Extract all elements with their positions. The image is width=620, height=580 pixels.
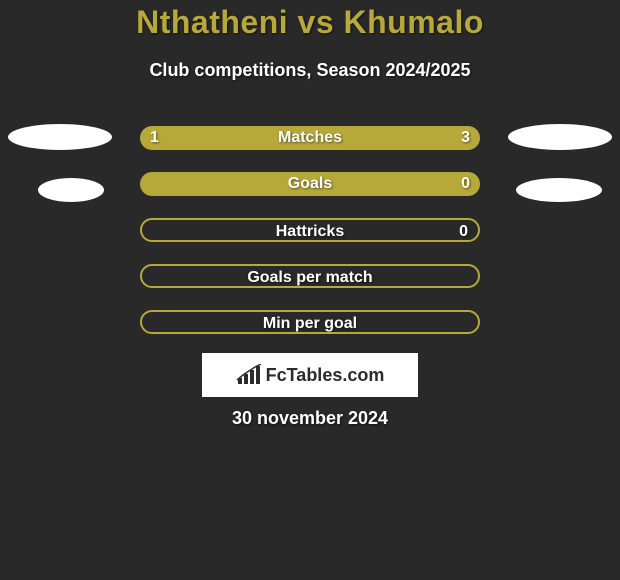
bar-label: Min per goal <box>142 312 478 334</box>
bar-label: Goals <box>140 172 480 196</box>
stat-bar-row: Goals per match <box>140 264 480 288</box>
stat-bar-row: Matches1 3 <box>140 126 480 150</box>
stat-bar-row: Min per goal <box>140 310 480 334</box>
bar-label: Hattricks <box>142 220 478 242</box>
bar-value-left: 1 <box>150 126 159 150</box>
comparison-chart: Nthatheni vs Khumalo Club competitions, … <box>0 0 620 580</box>
stat-bar-row: Hattricks0 <box>140 218 480 242</box>
bar-value-right: 0 <box>461 172 470 196</box>
page-title: Nthatheni vs Khumalo <box>0 4 620 41</box>
player-shadow-right <box>508 124 612 150</box>
page-subtitle: Club competitions, Season 2024/2025 <box>0 60 620 81</box>
bar-value-right: 0 <box>459 220 468 242</box>
date-label: 30 november 2024 <box>0 408 620 429</box>
bar-label: Goals per match <box>142 266 478 288</box>
bar-label: Matches <box>140 126 480 150</box>
bar-chart-icon <box>236 364 262 386</box>
player-shadow-left <box>38 178 104 202</box>
player-shadow-left <box>8 124 112 150</box>
source-logo-text: FcTables.com <box>266 365 385 386</box>
bar-value-right: 3 <box>461 126 470 150</box>
player-shadow-right <box>516 178 602 202</box>
stat-bar-row: Goals0 <box>140 172 480 196</box>
source-logo: FcTables.com <box>202 353 418 397</box>
